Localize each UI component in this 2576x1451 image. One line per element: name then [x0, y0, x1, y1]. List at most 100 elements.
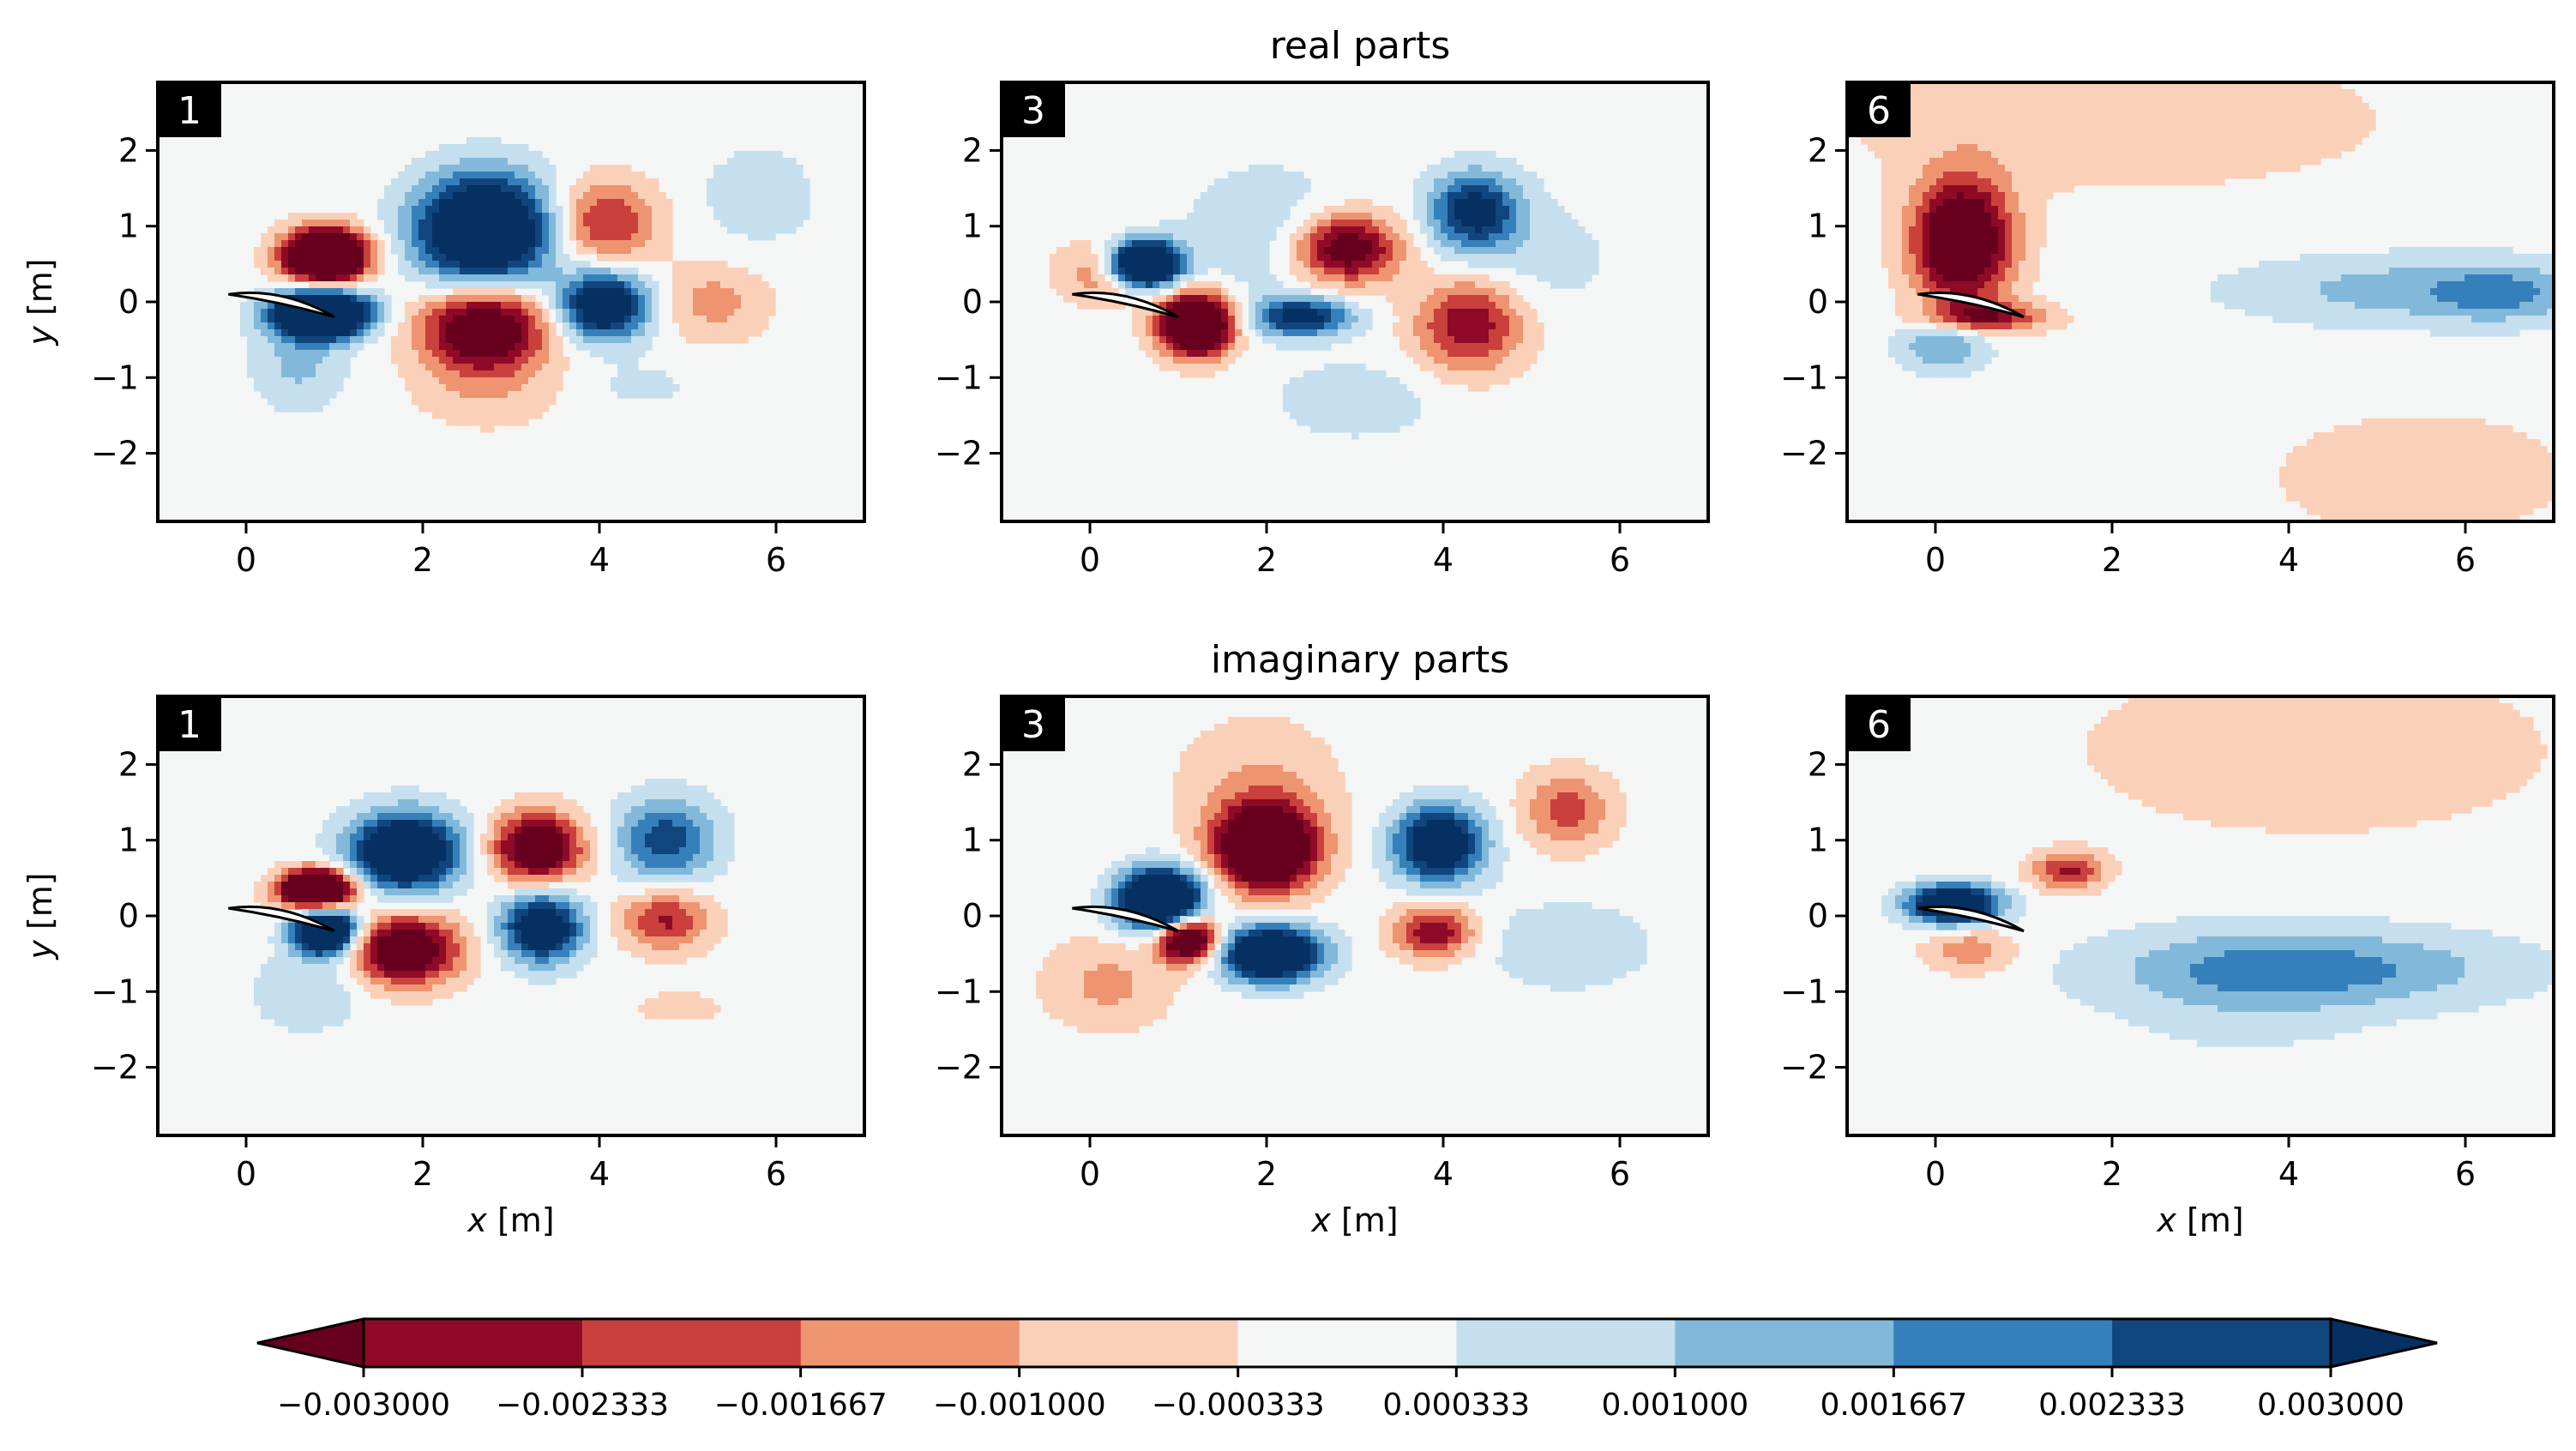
mode-label: 6 [1867, 89, 1891, 133]
colorbar: −0.003000 −0.002333 −0.001667 −0.001000 −0.0… [256, 1317, 2438, 1423]
x-axis-unit: [m] [2176, 1201, 2244, 1239]
x-tick-label: 4 [2278, 1155, 2299, 1193]
x-tick-label: 4 [589, 1155, 610, 1193]
y-tick-label: 2 [118, 131, 139, 169]
y-axis-var: y [21, 940, 59, 960]
y-tick-label: 2 [962, 745, 983, 783]
colorbar-tick-label: 0.001000 [1601, 1388, 1748, 1423]
contour-panel-0-0: 1 0 2 4 6 −2 −1 0 1 2 y [m] [21, 81, 866, 579]
contour-field [1002, 696, 1708, 1135]
y-tick-label: 0 [962, 283, 983, 321]
x-tick-label: 2 [2102, 1155, 2122, 1193]
colorbar-tick-label: 0.003000 [2257, 1388, 2404, 1423]
y-axis-unit: [m] [21, 872, 59, 940]
colorbar-segment [1456, 1319, 1676, 1367]
y-axis-unit: [m] [21, 258, 59, 326]
mode-label-badge [1847, 696, 1911, 751]
x-tick-label: 6 [2455, 541, 2476, 579]
y-tick-label: 2 [118, 745, 139, 783]
x-tick-label: 2 [412, 1155, 433, 1193]
y-tick-label: −1 [91, 358, 139, 396]
colorbar-frame [362, 1317, 2332, 1369]
y-axis-var: y [21, 326, 59, 346]
x-tick-label: 6 [2455, 1155, 2476, 1193]
mode-label: 3 [1021, 89, 1045, 133]
colorbar-tick-label: 0.000333 [1382, 1388, 1530, 1423]
x-axis-label: x [m] [2156, 1201, 2243, 1239]
colorbar-segment [581, 1319, 802, 1367]
y-tick-label: −2 [935, 1049, 983, 1087]
x-tick-label: 0 [1080, 1155, 1100, 1193]
x-tick-label: 4 [589, 541, 610, 579]
colorbar-tick-label: −0.001000 [933, 1388, 1106, 1423]
x-axis-var: x [466, 1201, 487, 1239]
x-tick-label: 4 [2278, 541, 2299, 579]
colorbar-over-arrow [2329, 1317, 2438, 1369]
row-title-imaginary: imaginary parts [1211, 638, 1509, 682]
mode-label-badge [1002, 82, 1065, 137]
y-tick-label: 1 [1808, 822, 1828, 859]
x-axis-unit: [m] [487, 1201, 555, 1239]
mode-label: 1 [178, 703, 202, 747]
airfoil-shape [1072, 291, 1179, 319]
mode-label-badge [1847, 82, 1911, 137]
airfoil-shape [228, 291, 335, 319]
mode-label-badge [158, 696, 221, 751]
y-axis-label: y [m] [21, 258, 59, 346]
contour-field [158, 82, 864, 521]
airfoil-shape [1072, 905, 1179, 933]
y-tick-label: 0 [118, 897, 139, 935]
x-tick-label: 0 [1925, 1155, 1946, 1193]
x-tick-label: 0 [1080, 541, 1100, 579]
colorbar-tick-label: −0.002333 [496, 1388, 669, 1423]
mode-label: 1 [178, 89, 202, 133]
x-tick-label: 0 [236, 1155, 256, 1193]
y-tick-label: −2 [91, 1049, 139, 1087]
mode-label: 6 [1867, 703, 1891, 747]
y-tick-label: 1 [118, 822, 139, 859]
x-axis-label: x [m] [1310, 1201, 1398, 1239]
y-tick-label: 2 [1808, 131, 1828, 169]
y-tick-label: 2 [1808, 745, 1828, 783]
airfoil-shape [228, 905, 335, 933]
y-tick-label: −1 [935, 358, 983, 396]
x-tick-label: 2 [412, 541, 433, 579]
y-tick-label: −2 [1780, 435, 1828, 473]
y-tick-label: −1 [91, 972, 139, 1010]
y-tick-label: 2 [962, 131, 983, 169]
x-axis-var: x [1310, 1201, 1331, 1239]
colorbar-segment [1675, 1319, 1894, 1367]
contour-field [1847, 696, 2554, 1135]
x-tick-label: 4 [1433, 1155, 1454, 1193]
colorbar-tick-label: −0.000333 [1152, 1388, 1325, 1423]
colorbar-tick-label: −0.003000 [277, 1388, 450, 1423]
mode-label: 3 [1021, 703, 1045, 747]
y-tick-label: 1 [962, 208, 983, 245]
x-tick-label: 2 [1256, 541, 1277, 579]
mode-label-badge [1002, 696, 1065, 751]
y-tick-label: −1 [1780, 358, 1828, 396]
x-tick-label: 6 [1610, 1155, 1630, 1193]
mode-label-badge [158, 82, 221, 137]
airfoil-shape [1917, 291, 2025, 319]
x-tick-label: 6 [766, 1155, 786, 1193]
y-axis-label: y [m] [21, 872, 59, 960]
contour-panel-0-1: 3 0 2 4 6 −2 −1 0 1 2 [935, 81, 1710, 579]
x-axis-var: x [2156, 1201, 2176, 1239]
airfoil-shape [1917, 905, 2025, 933]
contour-field [158, 696, 864, 1135]
x-tick-label: 6 [766, 541, 786, 579]
colorbar-segment [1237, 1319, 1457, 1367]
colorbar-segment [364, 1319, 583, 1367]
row-title-real: real parts [1270, 24, 1451, 68]
y-tick-label: 1 [1808, 208, 1828, 245]
x-tick-label: 0 [236, 541, 256, 579]
y-tick-label: −2 [91, 435, 139, 473]
x-tick-label: 6 [1610, 541, 1630, 579]
x-tick-label: 4 [1433, 541, 1454, 579]
y-tick-label: 1 [118, 208, 139, 245]
contour-field [1847, 82, 2554, 521]
